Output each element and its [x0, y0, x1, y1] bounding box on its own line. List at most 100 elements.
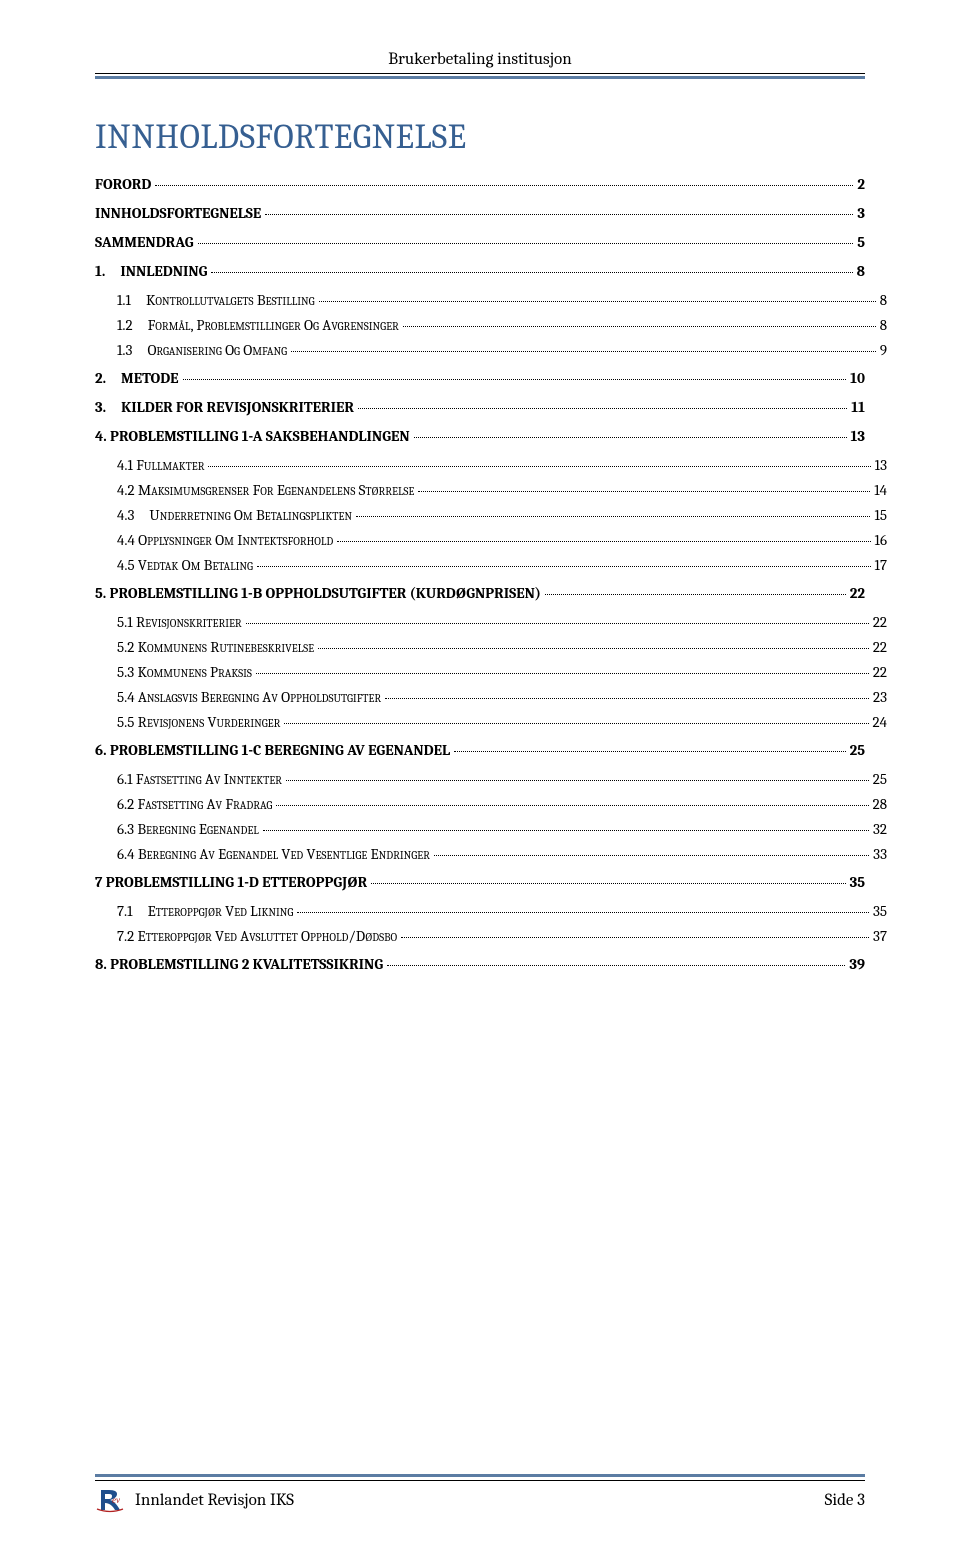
toc-page-number: 3 — [857, 204, 865, 222]
toc-page-number: 33 — [873, 845, 887, 863]
toc-label: 5.5 Revisjonens Vurderinger — [117, 713, 280, 731]
toc-leader-dots — [263, 830, 869, 831]
toc-entry: 7 PROBLEMSTILLING 1-D ETTEROPPGJØR 35 — [95, 873, 865, 891]
toc-page-number: 37 — [873, 927, 887, 945]
toc-leader-dots — [434, 855, 869, 856]
toc-leader-dots — [545, 594, 846, 595]
toc-entry: 6.3 Beregning Egenandel32 — [117, 820, 887, 838]
toc-label: SAMMENDRAG — [95, 233, 194, 251]
toc-leader-dots — [208, 466, 870, 467]
toc-page-number: 10 — [850, 369, 865, 387]
toc-label: 7.1 Etteroppgjør Ved Likning — [117, 902, 293, 920]
toc-label: 5. PROBLEMSTILLING 1-B OPPHOLDSUTGIFTER … — [95, 584, 541, 602]
toc-label: 4.4 Opplysninger Om Inntektsforhold — [117, 531, 333, 549]
toc-label: 4.5 Vedtak Om Betaling — [117, 556, 253, 574]
toc-page-number: 35 — [873, 902, 887, 920]
toc-entry: 5.3 Kommunens Praksis22 — [117, 663, 887, 681]
toc-leader-dots — [387, 965, 845, 966]
toc-page-number: 13 — [875, 456, 887, 474]
page-title: INNHOLDSFORTEGNELSE — [95, 117, 865, 157]
toc-entry: 1. INNLEDNING8 — [95, 262, 865, 280]
toc-entry: SAMMENDRAG 5 — [95, 233, 865, 251]
toc-page-number: 32 — [873, 820, 887, 838]
toc-page-number: 25 — [850, 741, 865, 759]
toc-leader-dots — [414, 437, 847, 438]
toc-leader-dots — [319, 301, 876, 302]
toc-page-number: 25 — [873, 770, 887, 788]
toc-entry: 1.2 Formål, Problemstillinger Og Avgrens… — [117, 316, 887, 334]
toc-label: 6.2 Fastsetting Av Fradrag — [117, 795, 272, 813]
toc-page-number: 16 — [875, 531, 887, 549]
toc-label: 1. INNLEDNING — [95, 262, 207, 280]
toc-page-number: 22 — [850, 584, 865, 602]
toc-label: 3. KILDER FOR REVISJONSKRITERIER — [95, 398, 354, 416]
toc-entry: INNHOLDSFORTEGNELSE3 — [95, 204, 865, 222]
footer-page-number: Side 3 — [825, 1491, 865, 1510]
toc-leader-dots — [256, 673, 869, 674]
toc-page-number: 39 — [849, 955, 865, 973]
toc-page-number: 22 — [873, 663, 887, 681]
toc-page-number: 22 — [873, 638, 887, 656]
svg-text:ev: ev — [112, 1495, 120, 1505]
toc-leader-dots — [183, 379, 847, 380]
toc-entry: 4.2 Maksimumsgrenser For Egenandelens St… — [117, 481, 887, 499]
toc-label: 2. METODE — [95, 369, 179, 387]
toc-label: 8. PROBLEMSTILLING 2 KVALITETSSIKRING — [95, 955, 383, 973]
toc-leader-dots — [418, 491, 870, 492]
toc-entry: 4.3 Underretning Om Betalingsplikten15 — [117, 506, 887, 524]
toc-leader-dots — [297, 912, 869, 913]
toc-leader-dots — [371, 883, 845, 884]
header-rule — [95, 76, 865, 79]
toc-page-number: 24 — [873, 713, 887, 731]
toc-leader-dots — [276, 805, 868, 806]
toc-entry: 2. METODE 10 — [95, 369, 865, 387]
toc-leader-dots — [198, 243, 854, 244]
toc-label: 7.2 Etteroppgjør Ved Avsluttet Opphold/D… — [117, 927, 397, 945]
toc-leader-dots — [265, 214, 853, 215]
toc-entry: 6. PROBLEMSTILLING 1-C BEREGNING AV EGEN… — [95, 741, 865, 759]
toc-label: 5.4 Anslagsvis Beregning Av Oppholdsutgi… — [117, 688, 381, 706]
footer-org-name: Innlandet Revisjon IKS — [135, 1491, 294, 1510]
toc-entry: 4.4 Opplysninger Om Inntektsforhold 16 — [117, 531, 887, 549]
toc-page-number: 23 — [873, 688, 887, 706]
toc-leader-dots — [401, 937, 869, 938]
toc-entry: 8. PROBLEMSTILLING 2 KVALITETSSIKRING 39 — [95, 955, 865, 973]
toc-label: 4.3 Underretning Om Betalingsplikten — [117, 506, 352, 524]
toc-entry: 4.5 Vedtak Om Betaling17 — [117, 556, 887, 574]
toc-entry: 7.1 Etteroppgjør Ved Likning 35 — [117, 902, 887, 920]
toc-page-number: 8 — [880, 316, 887, 334]
toc-page-number: 5 — [857, 233, 865, 251]
toc-page-number: 9 — [880, 341, 887, 359]
toc-label: 7 PROBLEMSTILLING 1-D ETTEROPPGJØR — [95, 873, 367, 891]
toc-leader-dots — [454, 751, 845, 752]
toc-page-number: 35 — [850, 873, 865, 891]
footer-left: ev Innlandet Revisjon IKS — [95, 1487, 294, 1513]
toc-leader-dots — [257, 566, 871, 567]
toc-page-number: 28 — [873, 795, 887, 813]
toc-entry: 5.2 Kommunens Rutinebeskrivelse 22 — [117, 638, 887, 656]
page-header: Brukerbetaling institusjon — [95, 50, 865, 74]
toc-entry: FORORD2 — [95, 175, 865, 193]
toc-leader-dots — [246, 623, 869, 624]
toc-entry: 5.1 Revisjonskriterier22 — [117, 613, 887, 631]
toc-label: 6.1 Fastsetting Av Inntekter — [117, 770, 282, 788]
toc-label: 4.2 Maksimumsgrenser For Egenandelens St… — [117, 481, 414, 499]
toc-leader-dots — [318, 648, 869, 649]
toc-entry: 1.3 Organisering Og Omfang 9 — [117, 341, 887, 359]
toc-page-number: 14 — [874, 481, 887, 499]
toc-entry: 1.1 Kontrollutvalgets Bestilling8 — [117, 291, 887, 309]
toc-label: 5.1 Revisjonskriterier — [117, 613, 242, 631]
toc-label: 1.3 Organisering Og Omfang — [117, 341, 287, 359]
toc-entry: 7.2 Etteroppgjør Ved Avsluttet Opphold/D… — [117, 927, 887, 945]
toc-entry: 5. PROBLEMSTILLING 1-B OPPHOLDSUTGIFTER … — [95, 584, 865, 602]
toc-leader-dots — [286, 780, 869, 781]
toc-label: 5.2 Kommunens Rutinebeskrivelse — [117, 638, 314, 656]
toc-page-number: 13 — [851, 427, 866, 445]
toc-label: 4.1 Fullmakter — [117, 456, 204, 474]
toc-leader-dots — [155, 185, 853, 186]
toc-entry: 6.4 Beregning Av Egenandel Ved Vesentlig… — [117, 845, 887, 863]
toc-leader-dots — [403, 326, 876, 327]
toc-entry: 5.4 Anslagsvis Beregning Av Oppholdsutgi… — [117, 688, 887, 706]
toc-entry: 6.1 Fastsetting Av Inntekter 25 — [117, 770, 887, 788]
toc-leader-dots — [211, 272, 852, 273]
